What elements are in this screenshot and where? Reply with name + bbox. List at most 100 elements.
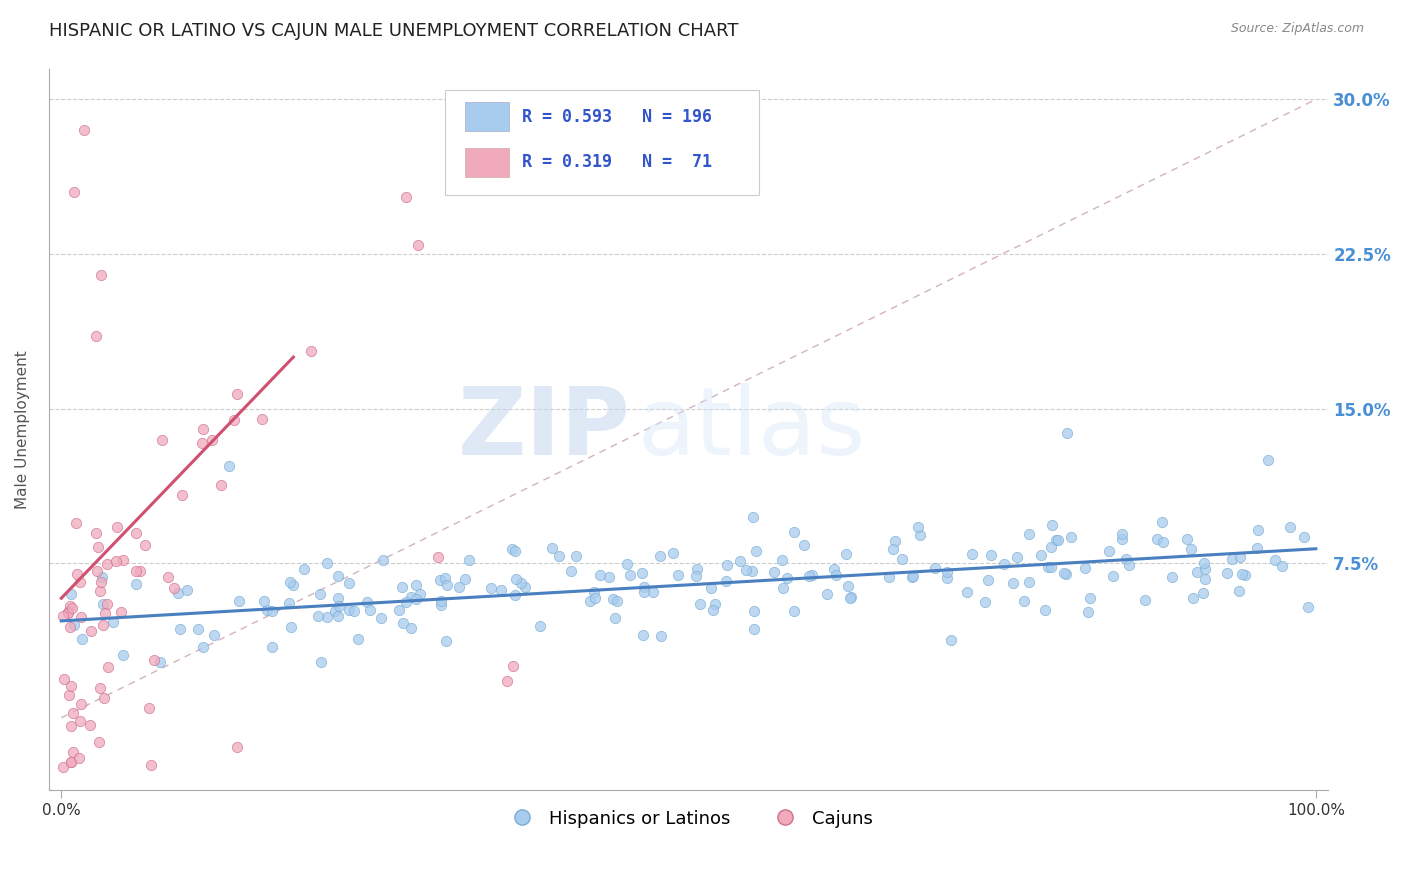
Point xyxy=(69,610,91,624)
Point xyxy=(169,622,191,636)
Point xyxy=(1192,586,1215,600)
Point xyxy=(783,525,806,540)
Point xyxy=(326,569,349,583)
Point xyxy=(1246,541,1268,556)
Point xyxy=(745,544,768,558)
Point xyxy=(60,755,83,769)
Point xyxy=(1077,605,1099,619)
Point xyxy=(79,718,101,732)
Point xyxy=(409,587,432,601)
Point xyxy=(924,561,946,575)
Point xyxy=(1078,591,1101,605)
Point xyxy=(1060,530,1083,544)
Point xyxy=(430,599,453,613)
Point xyxy=(129,564,152,578)
Point xyxy=(434,633,457,648)
Point xyxy=(602,591,624,606)
Point xyxy=(59,679,82,693)
Point xyxy=(69,697,91,711)
Point xyxy=(883,534,905,549)
Point xyxy=(1115,552,1137,566)
Point xyxy=(505,572,527,586)
Point xyxy=(1298,599,1320,614)
Point xyxy=(1294,530,1316,544)
Text: atlas: atlas xyxy=(637,384,866,475)
Point xyxy=(60,755,83,769)
Point xyxy=(125,577,148,591)
Point xyxy=(716,558,738,573)
Point xyxy=(59,599,82,613)
Point xyxy=(650,629,672,643)
Point xyxy=(728,554,751,568)
Point xyxy=(564,549,586,563)
Point xyxy=(1111,532,1133,546)
Point xyxy=(685,569,707,583)
Point xyxy=(69,574,91,589)
Point xyxy=(1227,583,1250,598)
Point xyxy=(1018,574,1040,589)
Point xyxy=(110,606,132,620)
Point xyxy=(484,135,506,149)
Point xyxy=(1175,532,1198,546)
Point xyxy=(408,237,430,252)
Text: R = 0.593   N = 196: R = 0.593 N = 196 xyxy=(522,108,713,126)
FancyBboxPatch shape xyxy=(446,90,759,194)
Point xyxy=(1045,533,1067,548)
Point xyxy=(1056,426,1078,441)
Point xyxy=(503,544,526,558)
Point xyxy=(150,433,173,447)
Point xyxy=(1146,532,1168,546)
Point xyxy=(359,603,381,617)
Point xyxy=(191,436,214,450)
Point xyxy=(430,594,453,608)
Point xyxy=(1161,570,1184,584)
Point xyxy=(281,578,304,592)
Point xyxy=(436,578,458,592)
Point xyxy=(495,673,517,688)
Point xyxy=(772,582,794,596)
Point xyxy=(429,573,451,587)
Point xyxy=(134,538,156,552)
Point xyxy=(125,526,148,541)
Point xyxy=(1247,523,1270,537)
Point xyxy=(373,553,395,567)
Point xyxy=(633,585,655,599)
Point xyxy=(515,580,537,594)
Point xyxy=(1098,543,1121,558)
Point xyxy=(87,541,110,555)
Point xyxy=(631,628,654,642)
Point xyxy=(392,616,415,631)
Point xyxy=(59,719,82,733)
Text: HISPANIC OR LATINO VS CAJUN MALE UNEMPLOYMENT CORRELATION CHART: HISPANIC OR LATINO VS CAJUN MALE UNEMPLO… xyxy=(49,22,738,40)
Point xyxy=(837,579,859,593)
Point xyxy=(1152,535,1174,549)
Point xyxy=(308,587,330,601)
Point xyxy=(87,735,110,749)
Point xyxy=(907,519,929,533)
Point xyxy=(73,123,96,137)
Point xyxy=(839,591,862,606)
Point xyxy=(662,546,685,560)
Point xyxy=(1194,572,1216,586)
Point xyxy=(797,569,820,583)
Point xyxy=(1229,550,1251,565)
Point xyxy=(315,610,337,624)
Point xyxy=(58,689,80,703)
Point xyxy=(606,594,628,608)
Point xyxy=(540,541,562,555)
Bar xyxy=(464,103,509,131)
Point xyxy=(1040,518,1063,533)
Point xyxy=(138,701,160,715)
Point xyxy=(191,640,214,655)
Point xyxy=(800,568,823,582)
Point xyxy=(326,591,349,605)
Point xyxy=(143,653,166,667)
Point xyxy=(598,569,620,583)
Point xyxy=(326,608,349,623)
Point xyxy=(1038,559,1060,574)
Point xyxy=(62,706,84,721)
Point xyxy=(1234,568,1257,582)
Point xyxy=(648,549,671,563)
Point xyxy=(97,660,120,674)
Point xyxy=(583,591,606,606)
